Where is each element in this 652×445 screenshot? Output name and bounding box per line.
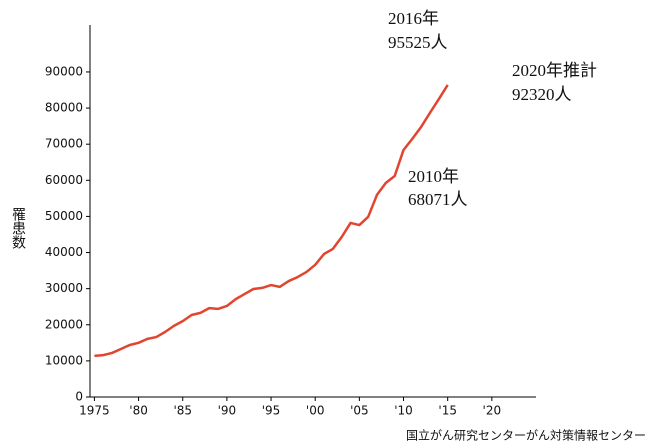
y-tick-label: 80000 (45, 101, 83, 115)
y-tick-label: 70000 (45, 137, 83, 151)
data-line (94, 84, 449, 358)
x-tick-label: '15 (438, 404, 457, 418)
y-tick-label: 40000 (45, 245, 83, 259)
x-tick-label: '90 (218, 404, 237, 418)
annotation-line: 2010年 (408, 167, 459, 186)
x-tick-label: '10 (394, 404, 413, 418)
annotation-line: 2020年推計 (512, 61, 597, 80)
annotation-line: 2016年 (388, 9, 439, 28)
x-tick-label: '85 (173, 404, 192, 418)
y-tick-label: 10000 (45, 353, 83, 367)
x-tick-label: '95 (262, 404, 281, 418)
annotation: 2016年 95525人 2020年推計 92320人 2010年 68071人 (388, 9, 597, 209)
y-axis-label: 罹患数 (10, 207, 26, 249)
y-tick-label: 50000 (45, 209, 83, 223)
y-tick-label: 0 (75, 390, 83, 404)
x-tick-label: 1975 (79, 404, 110, 418)
annotation-line: 92320人 (512, 85, 572, 104)
annotation-line: 95525人 (388, 33, 448, 52)
y-tick-label: 90000 (45, 64, 83, 78)
annotation-line: 68071人 (408, 190, 468, 209)
y-tick-label: 20000 (45, 317, 83, 331)
x-tick-label: '05 (350, 404, 369, 418)
x-tick-label: '20 (483, 404, 502, 418)
source: 国立がん研究センターがん対策情報センター (406, 428, 646, 443)
x-tick-label: '00 (306, 404, 325, 418)
y-tick-label: 60000 (45, 173, 83, 187)
x-tick-label: '80 (129, 404, 148, 418)
y-tick-label: 30000 (45, 281, 83, 295)
